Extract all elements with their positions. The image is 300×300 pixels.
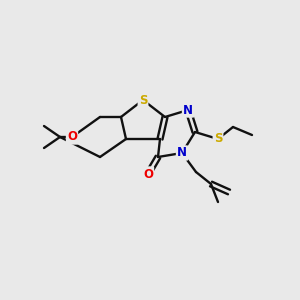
Text: O: O <box>143 167 153 181</box>
Text: S: S <box>139 94 147 106</box>
Text: N: N <box>177 146 187 160</box>
Text: S: S <box>214 133 222 146</box>
Text: N: N <box>183 103 193 116</box>
Text: O: O <box>67 130 77 143</box>
